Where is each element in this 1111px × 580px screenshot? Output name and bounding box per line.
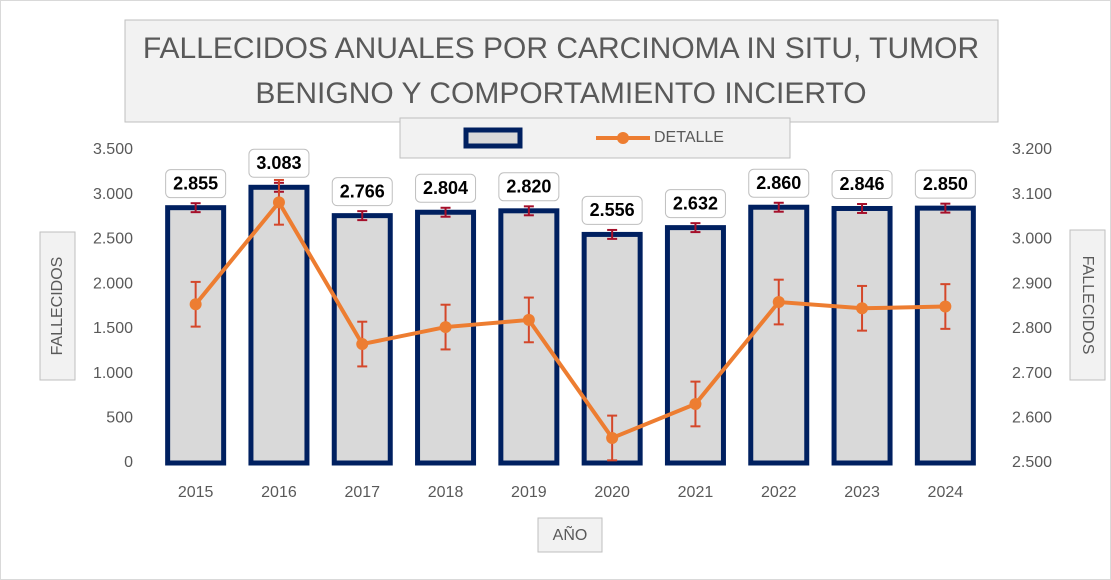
error-bar [440, 206, 451, 218]
data-label-box [331, 177, 393, 207]
y2-tick-label: 2.900 [1012, 275, 1052, 292]
y-tick-label: 500 [106, 410, 133, 427]
x-tick-label: 2024 [928, 484, 964, 501]
legend-swatch [463, 127, 523, 149]
legend-label: DETALLE [654, 129, 724, 146]
data-label: 3.083 [256, 153, 301, 173]
x-tick-label: 2016 [261, 484, 297, 501]
data-label-box [165, 169, 227, 199]
data-label-box [748, 168, 810, 198]
data-label: 2.556 [590, 200, 635, 220]
y-axis-label: FALLECIDOS [49, 257, 66, 356]
marker [689, 397, 702, 410]
y-tick-label: 3.000 [93, 186, 133, 203]
x-tick-label: 2018 [428, 484, 464, 501]
chart-title: BENIGNO Y COMPORTAMIENTO INCIERTO [255, 77, 866, 110]
y2-tick-label: 3.100 [1012, 186, 1052, 203]
data-label-box [914, 169, 976, 199]
data-label-box [248, 148, 310, 178]
marker [939, 300, 952, 313]
legend-marker [617, 132, 629, 144]
y-tick-label: 1.500 [93, 320, 133, 337]
marker [772, 296, 785, 309]
marker [439, 321, 452, 334]
y-label-box [39, 231, 76, 381]
x-tick-label: 2021 [678, 484, 714, 501]
y-tick-label: 2.000 [93, 275, 133, 292]
marker [522, 313, 535, 326]
y-tick-label: 0 [124, 454, 133, 471]
marker [356, 338, 369, 351]
error-bar [523, 205, 534, 217]
x-tick-label: 2017 [344, 484, 380, 501]
y2-tick-label: 2.600 [1012, 410, 1052, 427]
error-bar [690, 222, 701, 234]
x-tick-label: 2015 [178, 484, 214, 501]
x-axis-label: AÑO [553, 524, 588, 544]
x-tick-label: 2020 [594, 484, 630, 501]
y-tick-label: 2.500 [93, 231, 133, 248]
y-tick-label: 3.500 [93, 141, 133, 158]
y-tick-label: 1.000 [93, 365, 133, 382]
data-label: 2.804 [423, 178, 468, 198]
error-bar [857, 203, 868, 214]
data-label-box [581, 195, 643, 225]
data-label: 2.820 [506, 177, 551, 197]
line [194, 198, 946, 441]
error-bar [190, 202, 201, 214]
y2-tick-label: 2.700 [1012, 365, 1052, 382]
bar [165, 205, 227, 466]
bar [748, 204, 810, 466]
y2-axis-label: FALLECIDOS [1079, 256, 1096, 355]
legend-box [399, 117, 791, 159]
data-label-box [664, 189, 726, 219]
error-bar [357, 210, 368, 222]
error-bar [940, 202, 951, 214]
marker [189, 298, 202, 311]
data-label: 2.766 [340, 181, 385, 201]
x-label-box [537, 517, 603, 553]
marker [272, 196, 285, 209]
data-label: 2.855 [173, 173, 218, 193]
y2-tick-label: 2.800 [1012, 320, 1052, 337]
x-tick-label: 2023 [844, 484, 880, 501]
error-bar [773, 201, 784, 213]
x-tick-label: 2022 [761, 484, 797, 501]
data-label: 2.860 [756, 173, 801, 193]
y2-label-box [1069, 229, 1106, 381]
bar [831, 205, 893, 466]
data-label: 2.632 [673, 193, 718, 213]
y2-tick-label: 3.200 [1012, 141, 1052, 158]
bar [914, 205, 976, 466]
y2-tick-label: 3.000 [1012, 231, 1052, 248]
data-label: 2.846 [840, 174, 885, 194]
marker [606, 431, 619, 444]
data-label-box [415, 173, 477, 203]
bar [664, 225, 726, 466]
y2-tick-label: 2.500 [1012, 454, 1052, 471]
chart-title: FALLECIDOS ANUALES POR CARCINOMA IN SITU… [143, 32, 979, 65]
data-label-box [831, 169, 893, 199]
error-bar [607, 228, 618, 240]
data-label: 2.850 [923, 174, 968, 194]
marker [856, 302, 869, 315]
title-box [124, 19, 999, 123]
x-tick-label: 2019 [511, 484, 547, 501]
bar [581, 231, 643, 466]
data-label-box [498, 172, 560, 202]
